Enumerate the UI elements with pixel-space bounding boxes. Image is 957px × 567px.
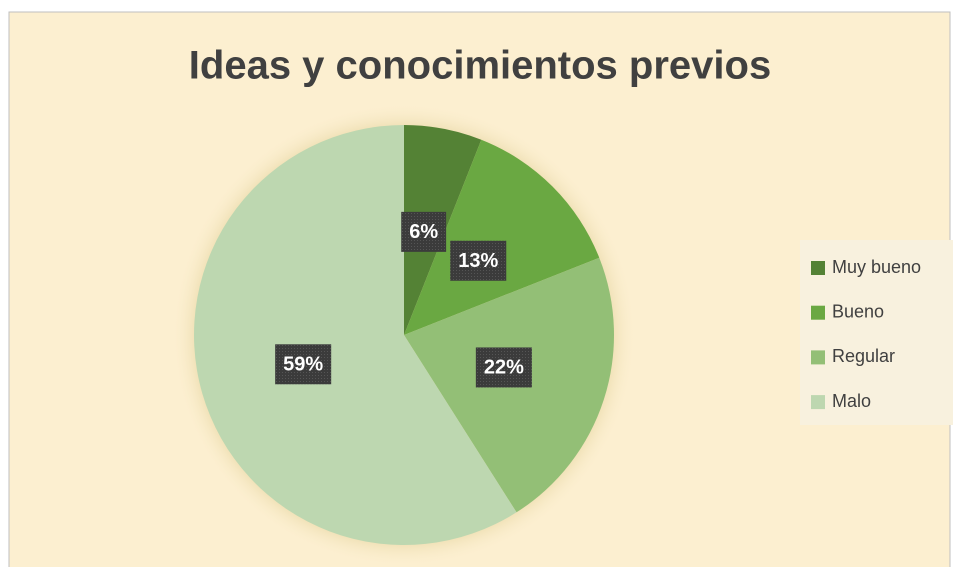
legend-swatch [811,395,825,410]
legend-label: Malo [832,391,871,411]
pie-slice [193,125,517,545]
data-label: 6% [409,221,438,243]
data-label-box [275,344,332,385]
data-label: 22% [484,357,524,379]
legend-swatch [811,305,825,320]
data-label-box [475,347,532,388]
legend-label: Regular [832,346,895,366]
chart-title: Ideas y conocimientos previos [189,44,771,88]
legend-label: Muy bueno [832,257,921,277]
pie-slice [404,139,600,335]
data-label-box [450,240,507,281]
legend-swatch [811,350,825,365]
legend-swatch [811,261,825,275]
data-label: 13% [458,250,498,272]
data-label: 59% [283,354,323,376]
legend-box [800,240,953,425]
legend-label: Bueno [832,301,884,321]
data-label-box [401,211,447,252]
